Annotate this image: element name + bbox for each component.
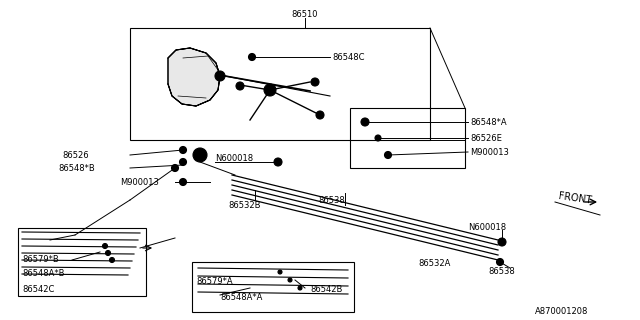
Circle shape [264, 84, 276, 96]
Text: 86548*A: 86548*A [470, 117, 507, 126]
Circle shape [288, 278, 292, 282]
Circle shape [238, 84, 242, 88]
Text: N600018: N600018 [468, 222, 506, 231]
Circle shape [361, 118, 369, 126]
Circle shape [316, 111, 324, 119]
Circle shape [181, 160, 185, 164]
Text: 86538: 86538 [318, 196, 345, 204]
Text: 86532B: 86532B [228, 201, 260, 210]
Circle shape [102, 244, 108, 249]
Text: 86526: 86526 [62, 150, 88, 159]
Text: 86548C: 86548C [332, 52, 365, 61]
Circle shape [106, 251, 111, 255]
Text: 86526E: 86526E [470, 133, 502, 142]
Circle shape [313, 80, 317, 84]
Circle shape [267, 87, 273, 93]
Circle shape [248, 53, 255, 60]
Circle shape [109, 258, 115, 262]
Circle shape [179, 179, 186, 186]
Circle shape [498, 238, 506, 246]
Text: 86579*A: 86579*A [196, 277, 232, 286]
Text: 86542B: 86542B [310, 285, 342, 294]
Circle shape [179, 147, 186, 154]
Polygon shape [168, 48, 220, 106]
Bar [192, 262, 354, 312]
Polygon shape [168, 48, 220, 106]
Circle shape [385, 151, 392, 158]
Text: 86538: 86538 [488, 268, 515, 276]
Circle shape [236, 82, 244, 90]
Circle shape [375, 135, 381, 141]
Text: M900013: M900013 [470, 148, 509, 156]
Circle shape [181, 148, 185, 152]
Circle shape [274, 158, 282, 166]
Circle shape [500, 240, 504, 244]
Text: A870001208: A870001208 [534, 308, 588, 316]
Circle shape [276, 160, 280, 164]
Text: FRONT: FRONT [558, 191, 593, 205]
Circle shape [215, 71, 225, 81]
Circle shape [298, 286, 302, 290]
Text: 86510: 86510 [291, 10, 317, 19]
Text: 86548*B: 86548*B [58, 164, 95, 172]
Bar [18, 228, 146, 296]
Text: M900013: M900013 [120, 178, 159, 187]
Text: 86542C: 86542C [22, 285, 54, 294]
Bar [350, 108, 465, 168]
Text: 86579*B: 86579*B [22, 255, 59, 265]
Circle shape [278, 270, 282, 274]
Text: 86548A*B: 86548A*B [22, 269, 65, 278]
Circle shape [311, 78, 319, 86]
Circle shape [193, 148, 207, 162]
Circle shape [363, 120, 367, 124]
Text: 86532A: 86532A [418, 259, 451, 268]
Text: 86548A*A: 86548A*A [220, 293, 262, 302]
Circle shape [497, 259, 504, 266]
Circle shape [196, 151, 204, 158]
Circle shape [173, 166, 177, 170]
Bar [130, 28, 430, 140]
Text: N600018: N600018 [215, 154, 253, 163]
Circle shape [172, 164, 179, 172]
Circle shape [179, 158, 186, 165]
Polygon shape [168, 48, 220, 106]
Circle shape [318, 113, 322, 117]
